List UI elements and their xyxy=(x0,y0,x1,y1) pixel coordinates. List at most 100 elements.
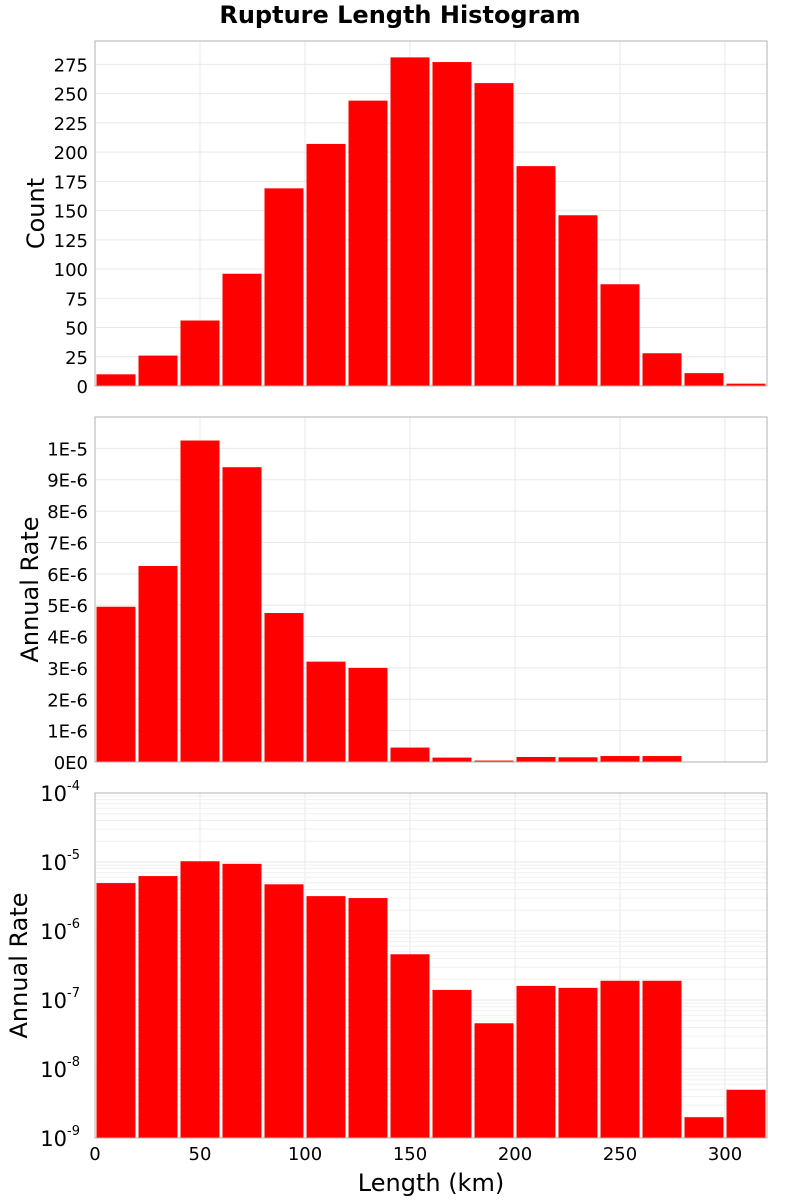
y-tick-label: 10-4 xyxy=(40,779,80,806)
y-tick-label: 0E0 xyxy=(54,753,88,774)
histogram-bar xyxy=(348,667,388,762)
histogram-bar xyxy=(516,985,556,1138)
histogram-bar xyxy=(642,353,682,386)
histogram-bar xyxy=(96,606,136,762)
x-axis-label: Length (km) xyxy=(358,1169,504,1197)
rate-linear-axis-label: Annual Rate xyxy=(16,516,44,662)
histogram-bar xyxy=(96,883,136,1138)
y-tick-label: 9E-6 xyxy=(47,471,88,492)
y-tick-label: 100 xyxy=(54,260,88,281)
y-tick-exponent: -7 xyxy=(67,986,80,1001)
histogram-bar xyxy=(432,62,472,387)
histogram-bar xyxy=(642,980,682,1138)
y-tick-exponent: -5 xyxy=(67,848,80,863)
y-tick-label: 5E-6 xyxy=(47,596,88,617)
y-tick-base: 10 xyxy=(40,782,67,806)
y-tick-label: 8E-6 xyxy=(47,502,88,523)
chart-title: Rupture Length Histogram xyxy=(219,1,580,29)
y-tick-label: 10-6 xyxy=(40,917,80,944)
histogram-bar xyxy=(558,987,598,1138)
histogram-bar xyxy=(306,896,346,1138)
histogram-bar xyxy=(390,954,430,1138)
histogram-bar xyxy=(138,565,178,762)
histogram-bar xyxy=(180,440,220,762)
histogram-bar xyxy=(474,760,514,762)
histogram-bar xyxy=(180,320,220,386)
y-tick-label: 10-9 xyxy=(40,1124,80,1151)
rate-linear-panel-frame xyxy=(94,416,768,763)
y-tick-label: 10-8 xyxy=(40,1055,80,1082)
rate-log-panel-frame xyxy=(94,792,768,1139)
y-tick-label: 200 xyxy=(54,143,88,164)
histogram-bar xyxy=(558,215,598,386)
y-tick-exponent: -6 xyxy=(67,917,80,932)
histogram-bar xyxy=(222,863,262,1138)
histogram-bar xyxy=(684,1117,724,1138)
rate-log-axis-label: Annual Rate xyxy=(5,892,33,1038)
histogram-bar xyxy=(180,861,220,1138)
histogram-bar xyxy=(474,83,514,387)
histogram-bar xyxy=(558,757,598,762)
y-tick-label: 75 xyxy=(65,289,88,310)
y-tick-base: 10 xyxy=(40,920,67,944)
histogram-bar xyxy=(264,613,304,762)
histogram-bar xyxy=(222,467,262,762)
y-tick-label: 10-5 xyxy=(40,848,80,875)
rate-linear-panel: 0E0 1E-6 2E-6 3E-6 4E-6 5E-6 6E-6 7E-6 8E-6 9E-6 1… xyxy=(16,416,768,774)
histogram-bar xyxy=(432,989,472,1138)
y-tick-label: 275 xyxy=(54,55,88,76)
x-tick-label: 300 xyxy=(708,1144,742,1165)
x-tick-label: 200 xyxy=(498,1144,532,1165)
y-tick-label: 10-7 xyxy=(40,986,80,1013)
x-tick-label: 0 xyxy=(89,1144,100,1165)
histogram-bar xyxy=(264,884,304,1138)
histogram-bar xyxy=(684,373,724,386)
histogram-bar xyxy=(432,757,472,762)
count-panel: 0 25 50 75 100 125 150 175 200 225 250 275 Count xyxy=(22,40,768,398)
x-tick-label: 250 xyxy=(603,1144,637,1165)
histogram-bar xyxy=(348,100,388,386)
y-tick-label: 0 xyxy=(77,377,88,398)
y-tick-base: 10 xyxy=(40,1058,67,1082)
y-tick-label: 50 xyxy=(65,319,88,340)
y-tick-exponent: -9 xyxy=(67,1124,80,1139)
y-tick-label: 4E-6 xyxy=(47,628,88,649)
y-tick-label: 1E-5 xyxy=(47,439,88,460)
y-tick-base: 10 xyxy=(40,851,67,875)
histogram-bar xyxy=(264,188,304,386)
histogram-bar xyxy=(642,756,682,762)
x-tick-label: 100 xyxy=(288,1144,322,1165)
y-tick-base: 10 xyxy=(40,989,67,1013)
y-tick-exponent: -4 xyxy=(67,779,80,794)
histogram-bar xyxy=(516,166,556,386)
histogram-bar xyxy=(600,284,640,386)
y-tick-label: 125 xyxy=(54,231,88,252)
histogram-bar xyxy=(726,383,766,386)
y-tick-label: 225 xyxy=(54,114,88,135)
y-tick-label: 25 xyxy=(65,348,88,369)
histogram-bar xyxy=(726,1089,766,1138)
y-tick-label: 250 xyxy=(54,85,88,106)
y-tick-label: 2E-6 xyxy=(47,690,88,711)
histogram-bar xyxy=(600,756,640,762)
y-tick-label: 3E-6 xyxy=(47,659,88,680)
x-tick-label: 150 xyxy=(393,1144,427,1165)
histogram-bar xyxy=(138,355,178,386)
count-axis-label: Count xyxy=(22,178,50,249)
histogram-bar xyxy=(306,143,346,386)
y-tick-label: 7E-6 xyxy=(47,533,88,554)
histogram-bar xyxy=(96,374,136,386)
histogram-bar xyxy=(390,57,430,386)
rate-log-panel: 10-910-810-710-610-510-4 0 50 100 150 200 250… xyxy=(5,779,768,1197)
histogram-bar xyxy=(600,980,640,1138)
histogram-bar xyxy=(474,1023,514,1138)
histogram-bar xyxy=(390,747,430,762)
x-tick-label: 50 xyxy=(189,1144,212,1165)
y-tick-label: 1E-6 xyxy=(47,722,88,743)
y-tick-label: 6E-6 xyxy=(47,565,88,586)
histogram-bar xyxy=(516,756,556,762)
y-tick-label: 150 xyxy=(54,202,88,223)
histogram-bar xyxy=(306,661,346,762)
y-tick-exponent: -8 xyxy=(67,1055,80,1070)
